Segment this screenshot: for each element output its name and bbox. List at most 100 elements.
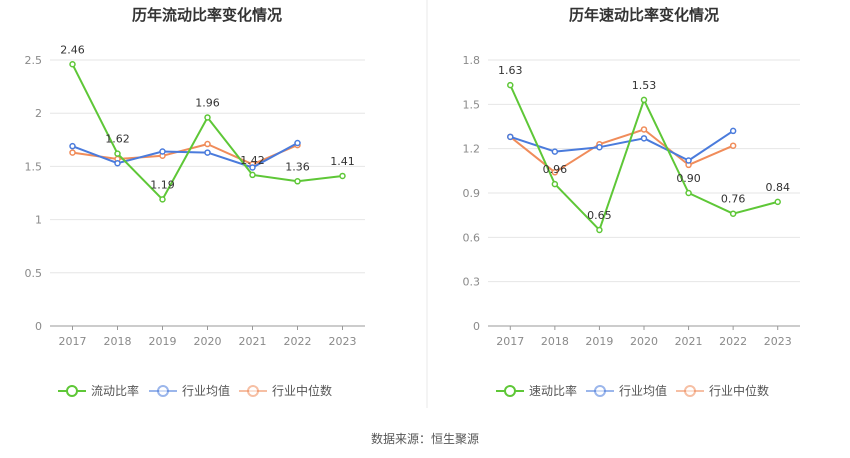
quick-ratio-x-tick-label: 2017 <box>496 335 524 348</box>
quick-ratio-x-tick-label: 2021 <box>675 335 703 348</box>
quick-ratio-industry-mean-point[interactable] <box>729 127 737 135</box>
current-ratio-legend-industry-mean[interactable]: 行业均值 <box>149 383 230 398</box>
current-ratio-x-tick-label: 2020 <box>194 335 222 348</box>
current-ratio-data-label: 1.19 <box>150 178 175 191</box>
data-source-note: 数据来源：恒生聚源 <box>371 431 479 446</box>
quick-ratio-main-line <box>509 84 778 231</box>
quick-ratio-industry-mean-point[interactable] <box>551 148 559 155</box>
quick-ratio-y-tick-label: 0.9 <box>463 187 481 200</box>
quick-ratio-x-tick-label: 2022 <box>719 335 747 348</box>
quick-ratio-x-tick-label: 2018 <box>541 335 569 348</box>
current-ratio-industry-median-line <box>72 143 298 166</box>
quick-ratio-industry-mean-line <box>509 130 734 162</box>
quick-ratio-x-tick-label: 2019 <box>585 335 613 348</box>
current-ratio-legend-label: 行业中位数 <box>272 383 332 398</box>
quick-ratio-legend-industry-median[interactable]: 行业中位数 <box>676 383 769 398</box>
current-ratio-main-point[interactable] <box>204 114 211 121</box>
current-ratio-main-point[interactable] <box>159 196 166 203</box>
current-ratio-data-label: 1.96 <box>195 96 220 109</box>
current-ratio-legend-main[interactable]: 流动比率 <box>58 383 139 398</box>
quick-ratio-legend-industry-mean[interactable]: 行业均值 <box>586 383 667 398</box>
quick-ratio-y-tick-label: 0.6 <box>463 231 481 244</box>
current-ratio-x-tick-label: 2021 <box>239 335 267 348</box>
current-ratio-y-tick-label: 2.5 <box>25 54 43 67</box>
current-ratio-data-label: 1.62 <box>105 133 130 146</box>
quick-ratio-main-point[interactable] <box>685 189 692 197</box>
quick-ratio-legend-label: 速动比率 <box>529 383 577 398</box>
current-ratio-x-tick-label: 2018 <box>104 335 132 348</box>
current-ratio-panel: 历年流动比率变化情况 0 0.5 1 1.5 2 2.5 2017 2018 2019 2020 2… <box>25 6 365 398</box>
current-ratio-y-tick-label: 1.5 <box>25 160 43 173</box>
quick-ratio-main-point[interactable] <box>729 210 737 217</box>
current-ratio-chart-title: 历年流动比率变化情况 <box>132 6 282 24</box>
current-ratio-x-tick-label: 2022 <box>284 335 312 348</box>
current-ratio-data-label: 1.41 <box>330 155 355 168</box>
quick-ratio-data-label: 0.84 <box>765 181 790 194</box>
quick-ratio-x-tick-label: 2023 <box>764 335 792 348</box>
quick-ratio-legend-marker <box>504 385 516 397</box>
quick-ratio-main-point[interactable] <box>507 81 514 89</box>
quick-ratio-data-label: 0.65 <box>587 209 612 222</box>
quick-ratio-industry-mean-point[interactable] <box>640 135 648 142</box>
quick-ratio-y-tick-label: 1.2 <box>463 143 481 156</box>
current-ratio-industry-mean-point[interactable] <box>114 159 121 167</box>
quick-ratio-legend-main[interactable]: 速动比率 <box>496 383 577 398</box>
current-ratio-y-tick-label: 2 <box>35 107 42 120</box>
current-ratio-legend-marker <box>157 385 169 397</box>
quick-ratio-chart-title: 历年速动比率变化情况 <box>569 6 719 24</box>
current-ratio-industry-mean-line <box>72 142 298 169</box>
current-ratio-main-point[interactable] <box>339 172 346 180</box>
quick-ratio-legend-label: 行业均值 <box>619 383 667 398</box>
current-ratio-industry-mean-point[interactable] <box>69 142 76 150</box>
current-ratio-data-label: 1.36 <box>285 160 310 173</box>
quick-ratio-main-point[interactable] <box>640 96 648 104</box>
current-ratio-industry-median-point[interactable] <box>69 149 76 156</box>
current-ratio-main-point[interactable] <box>69 61 76 68</box>
quick-ratio-y-tick-label: 0 <box>473 320 480 333</box>
quick-ratio-industry-mean-point[interactable] <box>596 143 603 151</box>
quick-ratio-data-label: 0.90 <box>676 172 701 185</box>
current-ratio-data-label: 1.42 <box>240 154 265 167</box>
quick-ratio-main-point[interactable] <box>774 198 781 206</box>
quick-ratio-industry-mean-point[interactable] <box>685 157 692 164</box>
current-ratio-legend-label: 流动比率 <box>91 383 139 398</box>
current-ratio-data-label: 2.46 <box>60 43 85 56</box>
current-ratio-main-point[interactable] <box>294 178 301 185</box>
current-ratio-industry-mean-point[interactable] <box>249 164 256 171</box>
quick-ratio-data-label: 1.63 <box>498 64 523 77</box>
current-ratio-industry-mean-point[interactable] <box>204 149 211 156</box>
current-ratio-y-tick-label: 0.5 <box>25 267 43 280</box>
quick-ratio-data-label: 0.96 <box>543 163 568 176</box>
current-ratio-y-tick-label: 1 <box>35 214 42 227</box>
current-ratio-x-tick-label: 2023 <box>329 335 357 348</box>
quick-ratio-industry-mean-point[interactable] <box>507 133 514 141</box>
current-ratio-x-tick-label: 2019 <box>149 335 177 348</box>
quick-ratio-industry-median-point[interactable] <box>729 142 737 149</box>
current-ratio-legend-marker <box>247 385 259 397</box>
quick-ratio-data-label: 1.53 <box>632 79 657 92</box>
quick-ratio-x-tick-label: 2020 <box>630 335 658 348</box>
current-ratio-x-tick-label: 2017 <box>59 335 87 348</box>
current-ratio-industry-mean-point[interactable] <box>294 139 301 147</box>
quick-ratio-main-point[interactable] <box>596 226 603 234</box>
quick-ratio-y-tick-label: 0.3 <box>463 276 481 289</box>
current-ratio-y-tick-label: 0 <box>35 320 42 333</box>
quick-ratio-y-tick-label: 1.8 <box>463 54 481 67</box>
quick-ratio-industry-median-point[interactable] <box>551 169 559 176</box>
quick-ratio-y-tick-label: 1.5 <box>463 98 481 111</box>
current-ratio-main-point[interactable] <box>114 150 121 157</box>
current-ratio-industry-median-point[interactable] <box>204 140 211 148</box>
current-ratio-main-point[interactable] <box>249 171 256 179</box>
current-ratio-legend-label: 行业均值 <box>182 383 230 398</box>
quick-ratio-legend-marker <box>684 385 696 397</box>
quick-ratio-panel: 历年速动比率变化情况 0 0.3 0.6 0.9 1.2 1.5 1.8 2017 2018 20… <box>463 6 800 398</box>
quick-ratio-industry-median-point[interactable] <box>640 126 648 133</box>
quick-ratio-data-label: 0.76 <box>721 193 746 206</box>
quick-ratio-legend-marker <box>594 385 606 397</box>
current-ratio-legend-marker <box>66 385 78 397</box>
current-ratio-legend-industry-median[interactable]: 行业中位数 <box>239 383 332 398</box>
current-ratio-industry-mean-point[interactable] <box>159 148 166 155</box>
quick-ratio-legend-label: 行业中位数 <box>709 383 769 398</box>
quick-ratio-main-point[interactable] <box>551 180 559 188</box>
